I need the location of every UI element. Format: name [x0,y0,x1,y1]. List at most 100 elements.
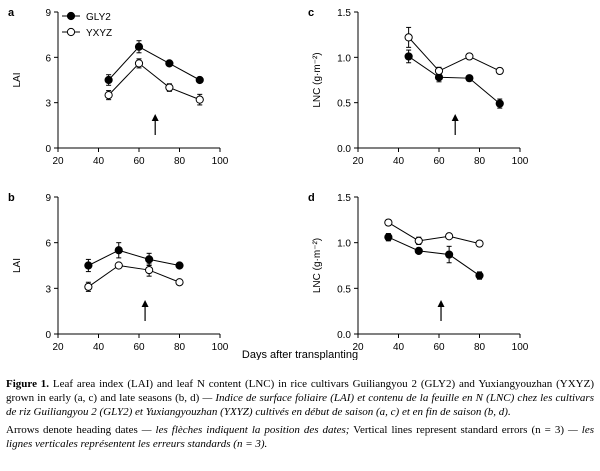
x-tick-label: 100 [512,342,529,353]
data-point [175,278,184,287]
x-tick-label: 40 [93,156,105,167]
y-tick-label: 1.5 [337,8,351,19]
panel-b: b 0 3 6 9 20 40 60 80 100 LAI [8,192,229,353]
data-point [114,261,123,270]
x-axis-label: Days after transplanting [242,349,358,360]
data-point [134,59,144,68]
series-line [408,37,500,72]
x-tick-label: 80 [174,342,186,353]
data-point [404,52,413,61]
data-point [104,91,113,100]
y-tick-label: 0.0 [337,330,351,341]
series-gly2 [104,40,204,86]
legend-marker [66,11,76,21]
x-tick-label: 20 [52,156,64,167]
caption-note-arrows-fr: — les flèches indiquent la position des … [141,424,350,436]
x-tick-label: 60 [433,342,445,353]
series-line [88,264,180,288]
legend-label: GLY2 [86,12,111,23]
series-yxyz [104,58,204,106]
caption-label: Figure 1. [6,378,50,390]
series-line [388,236,480,276]
x-tick-label: 40 [393,342,405,353]
data-point [414,246,423,255]
data-point [465,52,474,61]
caption-english: Leaf area index (LAI) and leaf N content… [6,378,594,404]
series-line [108,62,200,101]
x-tick-label: 20 [352,156,364,167]
heading-arrow-head [437,300,445,307]
data-point [384,233,393,242]
y-tick-label: 6 [45,239,51,250]
data-point [175,261,184,270]
panel-letter: b [8,192,15,204]
x-tick-label: 100 [512,156,529,167]
panel-letter: d [308,192,315,204]
series-gly2 [84,242,184,273]
x-tick-label: 20 [352,342,364,353]
panel-letter: c [308,7,314,19]
data-point [195,95,204,104]
data-point [495,66,504,76]
data-point [465,74,474,83]
data-point [404,33,413,42]
y-tick-label: 3 [45,284,51,295]
data-point [475,239,484,248]
y-tick-label: 6 [45,53,51,64]
data-point [475,271,484,280]
legend-marker [66,27,76,37]
data-point [145,265,154,275]
y-axis-label: LAI [12,258,23,273]
y-tick-label: 0.0 [337,144,351,155]
y-axis-label: LNC (g·m⁻²) [312,238,323,293]
data-point [445,250,454,259]
panel-a: a 0 3 6 9 20 40 60 80 100 LAI GLY2 YXYZ [8,7,229,167]
series-yxyz [84,261,184,292]
series-line [88,249,180,266]
figure-caption: Figure 1. Leaf area index (LAI) and leaf… [6,377,594,451]
x-tick-label: 80 [474,342,486,353]
legend-label: YXYZ [86,28,112,39]
x-tick-label: 60 [133,156,145,167]
data-point [104,75,113,85]
data-point [165,59,174,68]
y-tick-label: 0.5 [337,284,351,295]
y-tick-label: 9 [45,8,51,19]
y-axis-label: LAI [12,72,23,87]
data-point [384,218,393,227]
data-point [195,75,204,85]
data-point [165,83,174,92]
data-point [84,282,93,291]
y-tick-label: 1.0 [337,53,351,64]
data-point [134,42,144,51]
series-line [388,222,480,245]
x-tick-label: 80 [174,156,186,167]
x-tick-label: 40 [393,156,405,167]
series-yxyz [404,26,504,76]
caption-note-errors: Vertical lines represent standard errors… [353,424,564,436]
series-gly2 [384,233,484,280]
panel-d: d 0.0 0.5 1.0 1.5 20 40 60 80 100 LNC (g·m⁻²) [308,192,529,353]
caption-note-errors-fr: — les lignes verticales représentent les… [6,424,595,450]
y-tick-label: 0.5 [337,99,351,110]
series-line [408,56,501,104]
y-tick-label: 1.0 [337,239,351,250]
series-gly2 [404,49,504,109]
panel-c: c 0.0 0.5 1.0 1.5 20 40 60 80 100 LNC (g·m⁻²) [308,7,529,167]
data-point [84,261,93,270]
y-tick-label: 9 [45,193,51,204]
data-point [114,246,123,255]
data-point [414,236,423,245]
x-tick-label: 40 [93,342,105,353]
caption-note-arrows: Arrows denote heading dates [6,424,138,436]
heading-arrow-head [141,300,149,307]
x-tick-label: 60 [433,156,445,167]
data-point [495,99,504,108]
series-line [108,46,200,81]
x-tick-label: 100 [212,156,229,167]
heading-arrow-head [151,114,159,121]
data-point [445,232,454,241]
y-tick-label: 0 [45,144,51,155]
y-tick-label: 0 [45,330,51,341]
x-tick-label: 80 [474,156,486,167]
